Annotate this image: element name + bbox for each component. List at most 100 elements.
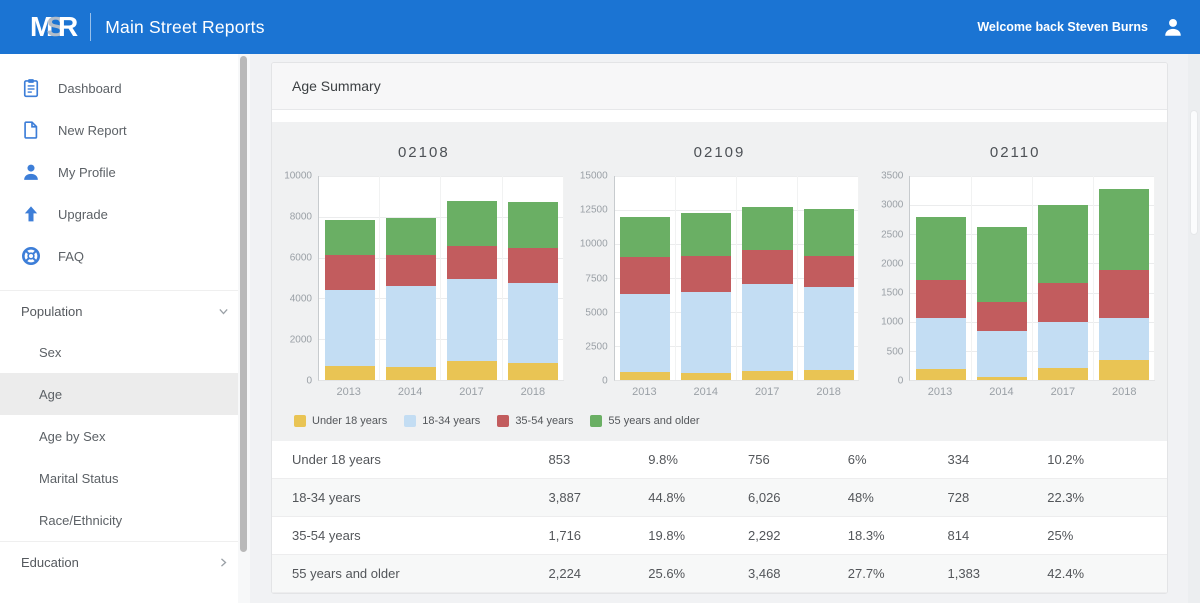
bar-segment-18-34-years[interactable] [1099, 317, 1150, 361]
legend-item-under-18-years[interactable]: Under 18 years [294, 415, 387, 427]
sidebar-item-sex[interactable]: Sex [39, 344, 62, 360]
sidebar-item-upgrade[interactable]: Upgrade [0, 193, 250, 235]
stacked-bar-2017[interactable] [446, 200, 497, 380]
bar-segment-18-34-years[interactable] [324, 289, 375, 366]
sidebar-scrollbar-thumb[interactable] [240, 56, 247, 552]
stacked-bar-2014[interactable] [385, 218, 436, 380]
bar-segment-55-years-and-older[interactable] [446, 200, 497, 246]
bar-segment-18-34-years[interactable] [915, 317, 966, 370]
bar-segment-55-years-and-older[interactable] [1099, 189, 1150, 271]
sidebar-item-age[interactable]: Age [0, 373, 250, 415]
bar-segment-under-18-years[interactable] [507, 362, 559, 380]
percent-cell: 25.6% [648, 566, 686, 581]
legend-item-55-years-and-older[interactable]: 55 years and older [590, 415, 700, 427]
bar-segment-under-18-years[interactable] [1038, 367, 1089, 380]
sidebar-scrollbar-track[interactable] [238, 54, 250, 603]
plot-area [909, 176, 1156, 381]
count-cell: 756 [748, 452, 770, 467]
logo-divider [90, 13, 92, 41]
bar-segment-55-years-and-older[interactable] [324, 220, 375, 255]
stacked-bar-2013[interactable] [620, 217, 671, 380]
stacked-bar-2017[interactable] [742, 207, 793, 380]
stacked-bar-2014[interactable] [977, 226, 1028, 380]
bar-segment-under-18-years[interactable] [324, 365, 375, 380]
sidebar-section-population[interactable]: Population [0, 290, 250, 331]
bar-segment-18-34-years[interactable] [385, 285, 436, 367]
sidebar-item-marital-status[interactable]: Marital Status [39, 470, 119, 486]
bar-segment-18-34-years[interactable] [620, 293, 671, 373]
bar-segment-under-18-years[interactable] [977, 376, 1028, 380]
sidebar-item-faq[interactable]: FAQ [0, 235, 250, 277]
bar-segment-55-years-and-older[interactable] [742, 207, 793, 251]
bar-segment-55-years-and-older[interactable] [915, 216, 966, 281]
bar-segment-35-54-years[interactable] [1038, 283, 1089, 323]
percent-cell: 19.8% [648, 528, 686, 543]
legend-item-35-54-years[interactable]: 35-54 years [497, 415, 573, 427]
row-label: 35-54 years [292, 528, 361, 543]
bar-segment-35-54-years[interactable] [681, 256, 732, 292]
bar-segment-55-years-and-older[interactable] [507, 202, 559, 248]
bar-segment-35-54-years[interactable] [977, 301, 1028, 331]
page-scrollbar-thumb[interactable] [1190, 110, 1198, 235]
bar-segment-18-34-years[interactable] [681, 291, 732, 374]
stacked-bar-2018[interactable] [1099, 189, 1150, 380]
bar-segment-35-54-years[interactable] [915, 280, 966, 318]
bar-segment-under-18-years[interactable] [446, 360, 497, 380]
bar-segment-18-34-years[interactable] [507, 282, 559, 363]
bar-segment-18-34-years[interactable] [446, 278, 497, 361]
sidebar-item-dashboard[interactable]: Dashboard [0, 67, 250, 109]
sidebar-item-age-by-sex[interactable]: Age by Sex [39, 428, 106, 444]
bar-slot-2013 [615, 176, 676, 380]
bar-slot-2014 [676, 176, 737, 380]
sidebar-item-new-report[interactable]: New Report [0, 109, 250, 151]
legend-item-18-34-years[interactable]: 18-34 years [404, 415, 480, 427]
bar-segment-55-years-and-older[interactable] [977, 226, 1028, 302]
bar-slot-2017 [441, 176, 502, 380]
bar-segment-under-18-years[interactable] [385, 366, 436, 380]
gridline [319, 176, 564, 177]
stacked-bar-2018[interactable] [507, 202, 559, 380]
bar-segment-18-34-years[interactable] [1038, 322, 1089, 368]
stacked-bar-2013[interactable] [915, 216, 966, 380]
bar-segment-under-18-years[interactable] [915, 369, 966, 380]
sidebar-item-my-profile[interactable]: My Profile [0, 151, 250, 193]
bar-segment-under-18-years[interactable] [620, 372, 671, 380]
bar-segment-55-years-and-older[interactable] [681, 212, 732, 257]
bar-segment-35-54-years[interactable] [1099, 270, 1150, 318]
bar-segment-35-54-years[interactable] [324, 254, 375, 290]
bar-segment-55-years-and-older[interactable] [803, 208, 854, 257]
bar-segment-under-18-years[interactable] [1099, 360, 1150, 380]
bar-segment-55-years-and-older[interactable] [385, 218, 436, 255]
legend-label: Under 18 years [312, 415, 388, 427]
bar-segment-55-years-and-older[interactable] [1038, 204, 1089, 284]
stacked-bar-2014[interactable] [681, 212, 732, 380]
bar-segment-55-years-and-older[interactable] [620, 217, 671, 258]
bar-segment-18-34-years[interactable] [742, 283, 793, 372]
page-scrollbar-track[interactable] [1188, 54, 1200, 603]
bar-slot-2017 [1033, 176, 1094, 380]
bar-segment-under-18-years[interactable] [742, 371, 793, 380]
bar-segment-under-18-years[interactable] [803, 369, 854, 380]
bar-segment-18-34-years[interactable] [977, 330, 1028, 377]
user-account-icon[interactable] [1162, 16, 1184, 38]
bar-segment-under-18-years[interactable] [681, 373, 732, 380]
bar-segment-35-54-years[interactable] [803, 256, 854, 288]
gridline [910, 234, 1156, 236]
stacked-bar-2013[interactable] [324, 220, 375, 380]
bar-segment-35-54-years[interactable] [742, 250, 793, 284]
stacked-bar-2017[interactable] [1038, 204, 1089, 380]
stacked-bar-2018[interactable] [803, 208, 854, 380]
bars-layer [319, 176, 564, 380]
bar-segment-18-34-years[interactable] [803, 287, 854, 370]
brand-home-link[interactable]: MSR Main Street Reports [30, 13, 265, 41]
sidebar-item-race-ethnicity[interactable]: Race/Ethnicity [39, 512, 123, 528]
bar-slot-2014 [380, 176, 441, 380]
y-tick-label: 0 [602, 375, 608, 387]
bar-segment-35-54-years[interactable] [620, 257, 671, 294]
x-tick-label: 2017 [1050, 386, 1076, 398]
sidebar-section-education[interactable]: Education [0, 541, 250, 582]
bar-segment-35-54-years[interactable] [446, 245, 497, 279]
legend-swatch [590, 415, 603, 427]
bar-segment-35-54-years[interactable] [507, 247, 559, 283]
bar-segment-35-54-years[interactable] [385, 254, 436, 286]
